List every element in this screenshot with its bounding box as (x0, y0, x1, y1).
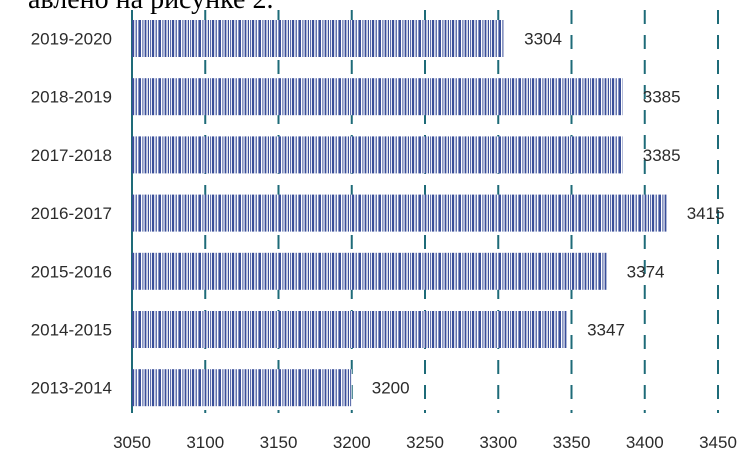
x-tick-label: 3100 (186, 433, 224, 452)
bar (132, 78, 623, 116)
category-label: 2018-2019 (31, 88, 112, 107)
data-label: 3304 (524, 30, 562, 49)
data-label: 3347 (587, 321, 625, 340)
x-tick-label: 3450 (699, 433, 737, 452)
category-label: 2016-2017 (31, 204, 112, 223)
x-tick-label: 3400 (626, 433, 664, 452)
category-label: 2015-2016 (31, 262, 112, 281)
data-label: 3385 (643, 146, 681, 165)
data-label: 3374 (627, 262, 665, 281)
x-tick-label: 3350 (553, 433, 591, 452)
category-label: 2013-2014 (31, 379, 112, 398)
bar (132, 252, 607, 290)
x-tick-label: 3150 (260, 433, 298, 452)
x-tick-label: 3300 (479, 433, 517, 452)
bar (132, 311, 568, 348)
bar (132, 369, 352, 407)
bar (132, 136, 623, 174)
x-tick-label: 3200 (333, 433, 371, 452)
labels: 3050 3100 3150 3200 3250 3300 3350 3400 3450 2019… (31, 30, 737, 453)
category-label: 2017-2018 (31, 146, 112, 165)
x-tick-label: 3050 (113, 433, 151, 452)
category-label: 2014-2015 (31, 321, 112, 340)
bar (132, 194, 667, 232)
category-label: 2019-2020 (31, 30, 112, 49)
bars (132, 20, 667, 407)
bar (132, 20, 505, 57)
page-text: авлено на рисунке 2. (28, 0, 273, 16)
data-label: 3415 (687, 204, 725, 223)
x-tick-label: 3250 (406, 433, 444, 452)
data-label: 3385 (643, 88, 681, 107)
data-label: 3200 (372, 379, 410, 398)
